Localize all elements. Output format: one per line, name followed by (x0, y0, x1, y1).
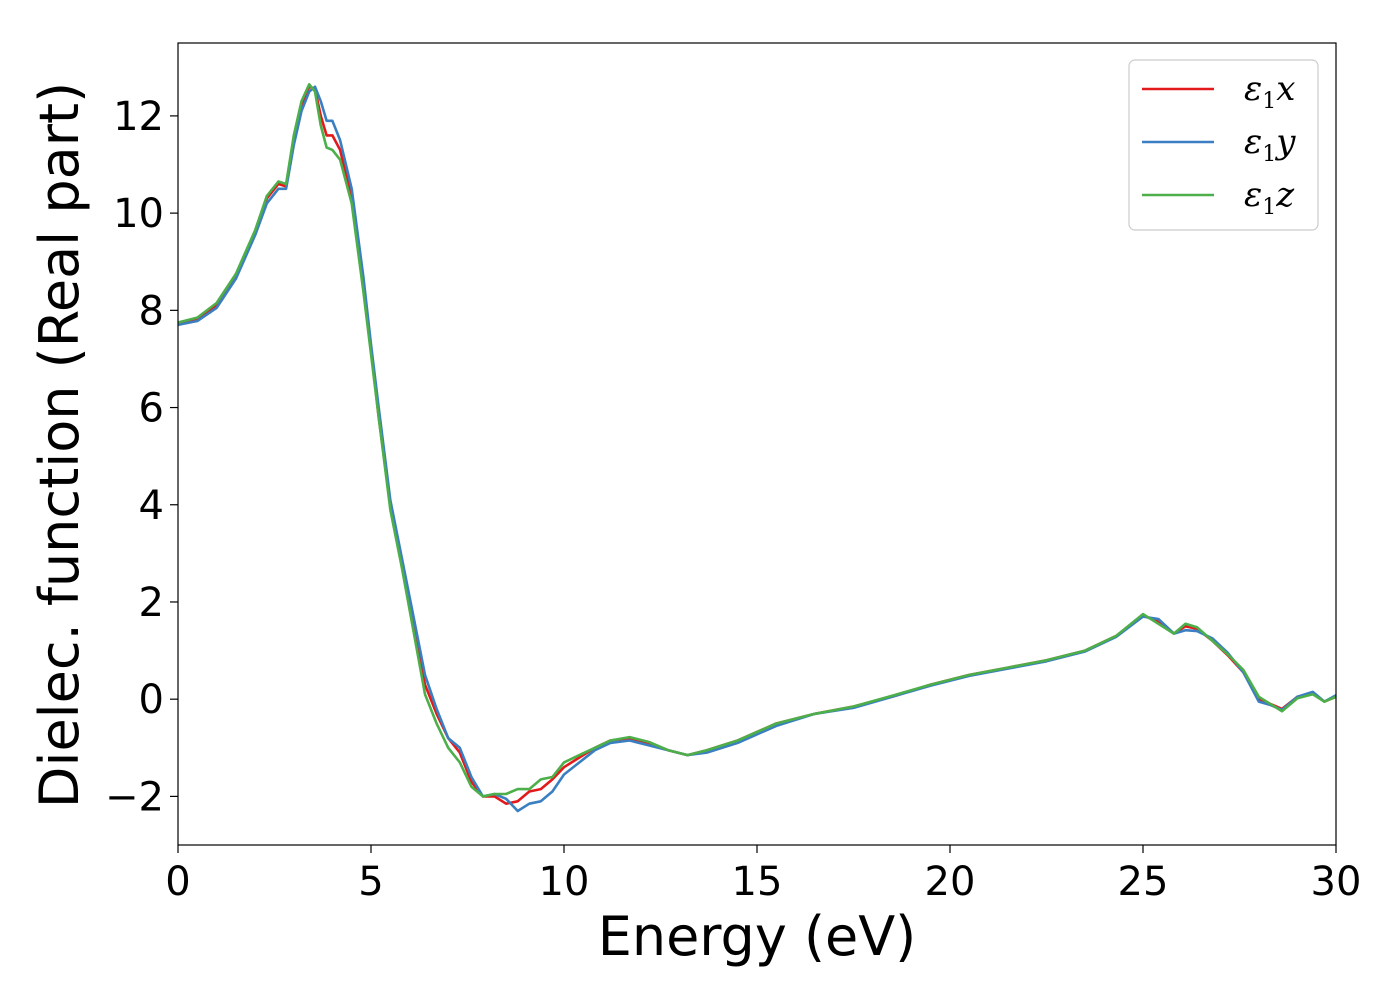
x-tick-label: 10 (539, 859, 590, 905)
y-tick-label: 8 (139, 288, 164, 334)
x-tick-label: 15 (732, 859, 783, 905)
legend-subscript: 1 (1262, 89, 1276, 114)
y-axis: −2 0 2 4 6 8 10 12 (105, 94, 178, 820)
y-tick-label: 2 (139, 580, 164, 626)
y-tick-label: 6 (139, 386, 164, 432)
x-axis: 0 5 10 15 20 25 30 (165, 845, 1361, 905)
x-axis-title: Energy (eV) (598, 905, 917, 968)
x-tick-label: 0 (165, 859, 190, 905)
x-tick-label: 30 (1311, 859, 1362, 905)
legend-symbol: ε (1244, 122, 1262, 162)
y-tick-label: 4 (139, 483, 164, 529)
legend-symbol: ε (1244, 69, 1262, 109)
legend-symbol: ε (1244, 175, 1262, 215)
legend-component: z (1275, 175, 1295, 215)
legend-label-1: ε1y (1244, 122, 1296, 167)
legend-label-2: ε1z (1244, 175, 1295, 220)
legend-subscript: 1 (1262, 142, 1276, 167)
y-tick-label: 12 (113, 94, 164, 140)
x-tick-label: 5 (358, 859, 383, 905)
y-tick-label: −2 (105, 774, 164, 820)
y-tick-label: 10 (113, 191, 164, 237)
x-tick-label: 25 (1118, 859, 1169, 905)
legend-box (1128, 59, 1319, 231)
y-axis-title: Dielec. function (Real part) (28, 82, 91, 808)
legend-label-0: ε1x (1244, 69, 1295, 114)
series-line-2 (177, 83, 1337, 798)
x-tick-label: 20 (925, 859, 976, 905)
series-layer (177, 83, 1337, 813)
legend-component: y (1274, 122, 1296, 162)
series-line-1 (177, 85, 1337, 813)
legend-subscript: 1 (1262, 195, 1276, 220)
y-tick-label: 0 (139, 677, 164, 723)
legend-component: x (1276, 69, 1295, 109)
